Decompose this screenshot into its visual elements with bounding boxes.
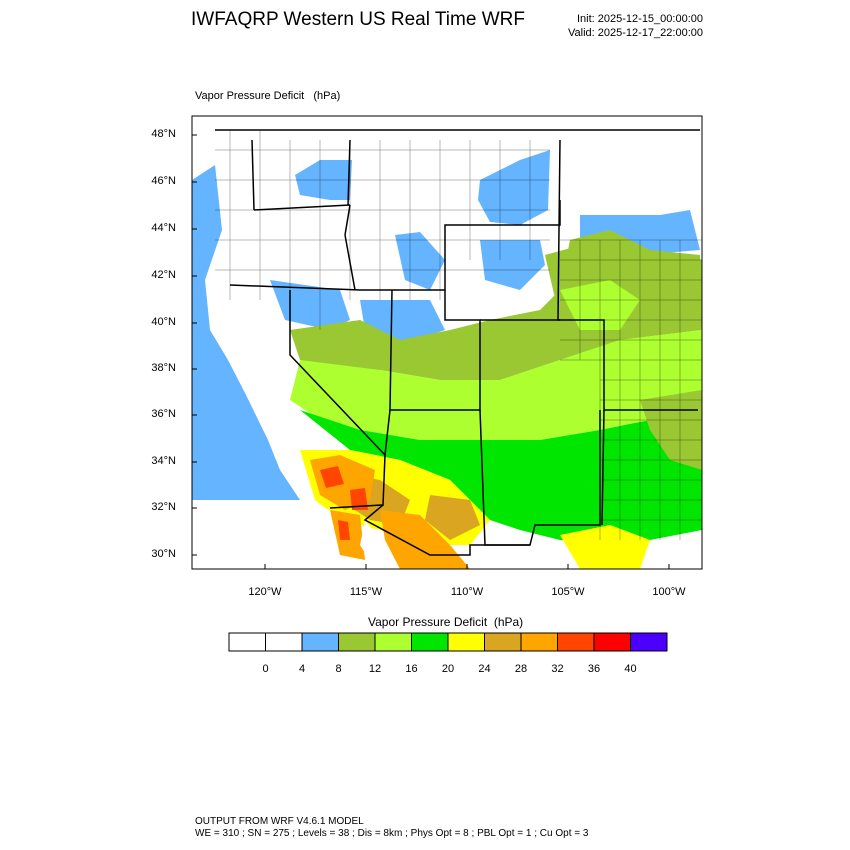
colorbar-swatch <box>301 632 339 652</box>
colorbar-tick-label: 16 <box>405 663 418 675</box>
lon-label: 110°W <box>450 586 484 598</box>
colorbar-tick-label: 36 <box>587 663 601 675</box>
colorbar-swatch <box>520 632 558 652</box>
init-time: Init: 2025-12-15_00:00:00 <box>577 13 703 25</box>
vpd-field <box>192 116 702 569</box>
colorbar-swatch <box>484 632 522 652</box>
legend-title: Vapor Pressure Deficit (hPa) <box>368 615 524 629</box>
valid-time: Valid: 2025-12-17_22:00:00 <box>568 27 703 39</box>
colorbar-swatch <box>228 632 266 652</box>
lat-label: 44°N <box>151 222 176 234</box>
colorbar-swatch <box>265 632 303 652</box>
state-boundaries <box>215 129 700 556</box>
lat-label: 42°N <box>151 269 176 281</box>
colorbar-tick-label: 12 <box>368 663 382 675</box>
colorbar-swatch <box>411 632 449 652</box>
colorbar-swatch <box>338 632 376 652</box>
colorbar-tick-label: 8 <box>335 663 342 675</box>
map-frame <box>191 115 703 570</box>
colorbar-tick-label: 28 <box>514 663 528 675</box>
lat-label: 46°N <box>151 175 176 187</box>
lon-label: 105°W <box>551 586 585 598</box>
colorbar-tick-label: 40 <box>624 663 637 675</box>
lon-label: 120°W <box>248 586 282 598</box>
colorbar-tick-label: 24 <box>478 663 491 675</box>
colorbar <box>228 632 668 652</box>
map-subtitle: Vapor Pressure Deficit (hPa) <box>195 90 341 102</box>
footer-config: WE = 310 ; SN = 275 ; Levels = 38 ; Dis … <box>195 828 589 839</box>
colorbar-swatch <box>630 632 668 652</box>
colorbar-tick-label: 0 <box>262 663 269 675</box>
page-title: IWFAQRP Western US Real Time WRF <box>191 9 525 30</box>
colorbar-swatch <box>374 632 412 652</box>
colorbar-tick-label: 20 <box>441 663 455 675</box>
lon-label: 100°W <box>652 586 686 598</box>
county-lines <box>215 130 702 540</box>
colorbar-tick-label: 4 <box>298 663 306 675</box>
lat-label: 36°N <box>151 408 176 420</box>
colorbar-swatch <box>593 632 631 652</box>
lat-label: 30°N <box>151 548 176 560</box>
lon-label: 115°W <box>349 586 383 598</box>
lat-label: 40°N <box>151 316 176 328</box>
lat-label: 32°N <box>151 501 176 513</box>
colorbar-swatch <box>447 632 485 652</box>
colorbar-tick-label: 32 <box>551 663 564 675</box>
lat-label: 48°N <box>151 128 176 140</box>
lat-label: 38°N <box>151 362 176 374</box>
lat-label: 34°N <box>151 455 176 467</box>
colorbar-swatch <box>557 632 595 652</box>
footer-model: OUTPUT FROM WRF V4.6.1 MODEL <box>195 816 364 827</box>
axis-ticks <box>192 134 670 569</box>
